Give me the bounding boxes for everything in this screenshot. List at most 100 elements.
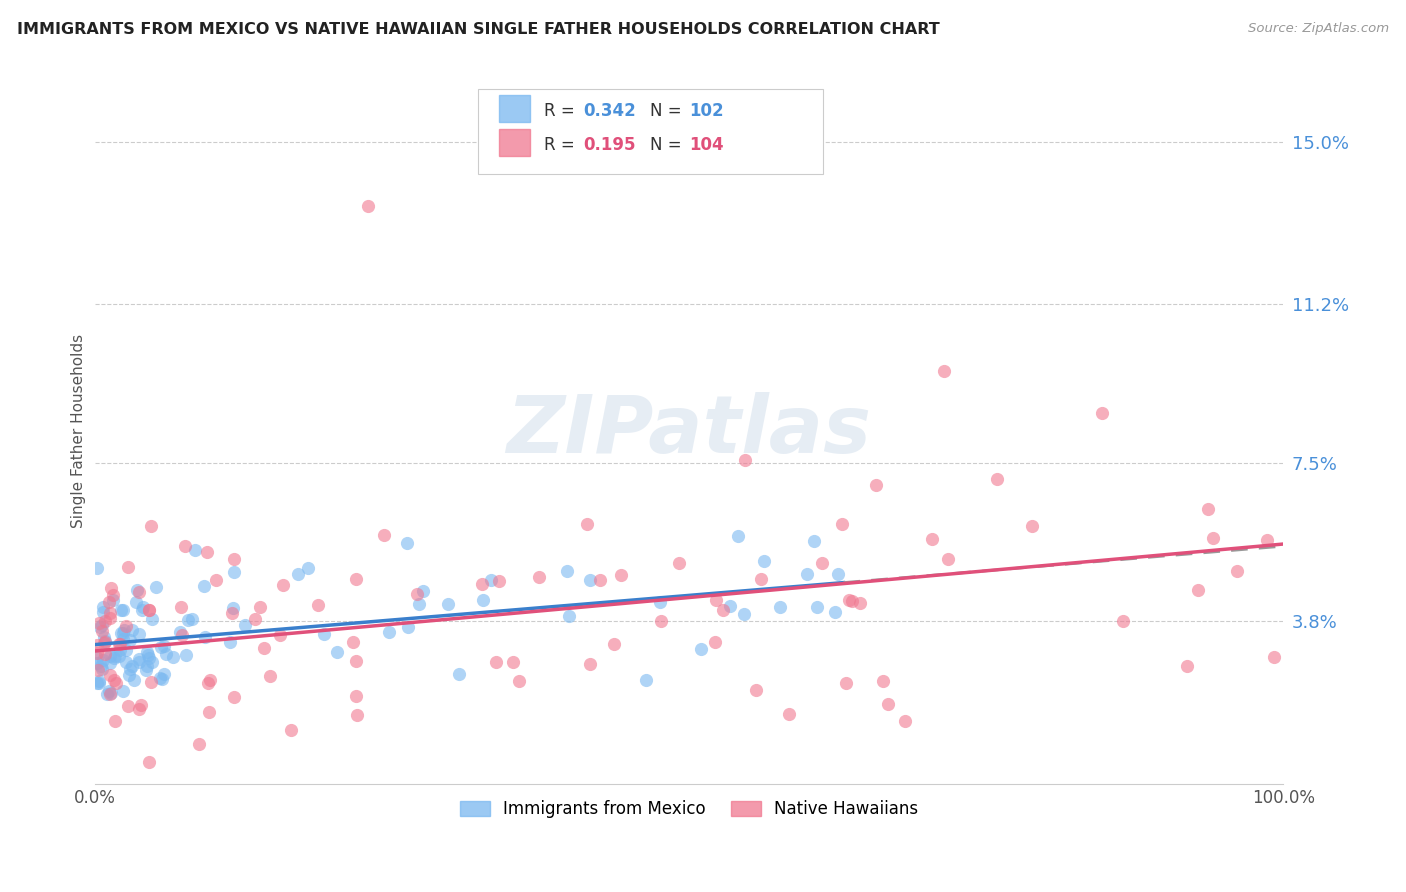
Point bbox=[111, 632, 134, 647]
Point bbox=[150, 640, 173, 655]
Point bbox=[222, 552, 245, 566]
Point bbox=[127, 582, 149, 597]
Point bbox=[921, 533, 943, 547]
Point bbox=[128, 655, 150, 669]
Point bbox=[405, 587, 427, 601]
Point bbox=[488, 574, 510, 588]
Text: 0.342: 0.342 bbox=[583, 103, 637, 120]
Point bbox=[668, 557, 690, 571]
Point bbox=[849, 596, 872, 610]
Point bbox=[91, 624, 114, 639]
Point bbox=[233, 618, 256, 632]
Point bbox=[269, 628, 291, 642]
Point bbox=[344, 573, 367, 587]
Point bbox=[555, 564, 578, 578]
Point bbox=[479, 574, 502, 588]
Point bbox=[87, 663, 110, 677]
Point bbox=[204, 573, 226, 587]
Point bbox=[471, 576, 494, 591]
Point bbox=[811, 556, 834, 570]
Point bbox=[98, 687, 121, 701]
Point bbox=[803, 534, 825, 549]
Point bbox=[90, 659, 112, 673]
Point bbox=[200, 673, 222, 687]
Point bbox=[115, 655, 138, 669]
Point bbox=[173, 539, 195, 553]
Point bbox=[752, 554, 775, 568]
Point bbox=[936, 552, 959, 566]
Point bbox=[733, 607, 755, 621]
Point bbox=[98, 668, 121, 682]
Point bbox=[222, 565, 245, 579]
Point bbox=[1263, 650, 1285, 665]
Point bbox=[373, 527, 395, 541]
Point bbox=[89, 675, 111, 690]
Point bbox=[378, 624, 401, 639]
Text: 104: 104 bbox=[689, 136, 724, 154]
Point bbox=[1177, 658, 1199, 673]
Point bbox=[104, 675, 127, 690]
Point bbox=[129, 698, 152, 713]
Point bbox=[149, 671, 172, 685]
Point bbox=[634, 673, 657, 688]
Point bbox=[121, 659, 143, 673]
Text: R =: R = bbox=[544, 136, 581, 154]
Point bbox=[112, 684, 135, 698]
Point bbox=[112, 623, 135, 637]
Point bbox=[91, 617, 114, 632]
Point bbox=[932, 363, 955, 377]
Point bbox=[86, 651, 108, 665]
Point bbox=[100, 611, 122, 625]
Point bbox=[575, 516, 598, 531]
Point bbox=[835, 676, 858, 690]
Legend: Immigrants from Mexico, Native Hawaiians: Immigrants from Mexico, Native Hawaiians bbox=[453, 794, 925, 825]
Point bbox=[108, 637, 131, 651]
Point bbox=[98, 684, 121, 698]
Point bbox=[155, 648, 177, 662]
Point bbox=[152, 639, 174, 653]
Point bbox=[221, 606, 243, 620]
Point bbox=[98, 648, 121, 663]
Point bbox=[447, 666, 470, 681]
Point bbox=[174, 648, 197, 662]
Point bbox=[162, 649, 184, 664]
Point bbox=[197, 676, 219, 690]
Point bbox=[768, 600, 790, 615]
Text: IMMIGRANTS FROM MEXICO VS NATIVE HAWAIIAN SINGLE FATHER HOUSEHOLDS CORRELATION C: IMMIGRANTS FROM MEXICO VS NATIVE HAWAIIA… bbox=[17, 22, 939, 37]
Point bbox=[222, 690, 245, 705]
Point bbox=[745, 682, 768, 697]
Text: 0.195: 0.195 bbox=[583, 136, 636, 154]
Point bbox=[94, 635, 117, 649]
Text: R =: R = bbox=[544, 103, 581, 120]
Point bbox=[342, 635, 364, 649]
Point bbox=[396, 620, 419, 634]
Point bbox=[91, 662, 114, 676]
Point bbox=[100, 656, 122, 670]
Point bbox=[152, 666, 174, 681]
Point bbox=[727, 529, 749, 543]
Point bbox=[112, 603, 135, 617]
Point bbox=[806, 599, 828, 614]
Point bbox=[280, 723, 302, 737]
Point bbox=[91, 653, 114, 667]
Point bbox=[357, 199, 380, 213]
Point bbox=[91, 605, 114, 619]
Point bbox=[87, 674, 110, 689]
Point bbox=[110, 603, 132, 617]
Point bbox=[412, 583, 434, 598]
Point bbox=[86, 675, 108, 690]
Point bbox=[131, 602, 153, 616]
Point bbox=[138, 651, 160, 665]
Point bbox=[778, 706, 800, 721]
Point bbox=[824, 605, 846, 619]
Point bbox=[1187, 583, 1209, 598]
Point bbox=[118, 667, 141, 681]
Point bbox=[437, 597, 460, 611]
Point bbox=[94, 633, 117, 648]
Point bbox=[502, 655, 524, 669]
Point bbox=[169, 625, 191, 640]
Point bbox=[184, 543, 207, 558]
Text: ZIPatlas: ZIPatlas bbox=[506, 392, 872, 469]
Point bbox=[259, 669, 281, 683]
Point bbox=[128, 652, 150, 666]
